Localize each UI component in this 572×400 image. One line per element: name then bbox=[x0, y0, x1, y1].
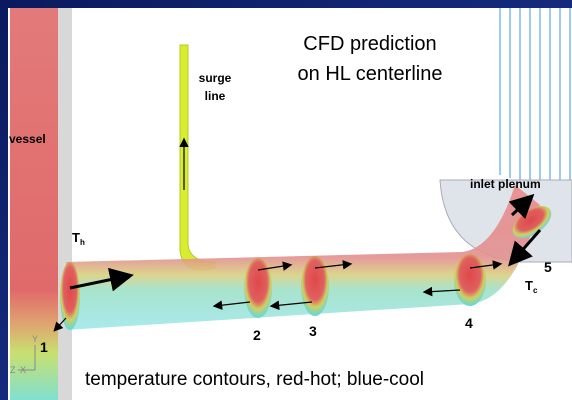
section bbox=[301, 256, 329, 316]
axis-label: Y bbox=[32, 334, 38, 344]
caption: temperature contours, red-hot; blue-cool bbox=[85, 369, 424, 390]
label: inlet plenum bbox=[470, 177, 541, 191]
slide: Y Z X CFD prediction on HL centerline su… bbox=[0, 0, 572, 400]
label: line bbox=[205, 89, 226, 103]
axis-label: X bbox=[20, 365, 26, 375]
section-label: 4 bbox=[465, 315, 473, 331]
title: on HL centerline bbox=[298, 63, 443, 85]
section bbox=[244, 258, 272, 318]
label: vessel bbox=[9, 132, 46, 146]
section-label: 1 bbox=[40, 339, 48, 355]
vessel-wall bbox=[58, 8, 72, 400]
section-label: 5 bbox=[544, 259, 552, 275]
section bbox=[60, 262, 80, 330]
section bbox=[454, 254, 486, 306]
axis-label: Z bbox=[10, 365, 16, 375]
label: surge bbox=[199, 71, 232, 85]
title: CFD prediction bbox=[303, 33, 436, 55]
section-label: 3 bbox=[309, 323, 317, 339]
section-label: 2 bbox=[253, 327, 261, 343]
